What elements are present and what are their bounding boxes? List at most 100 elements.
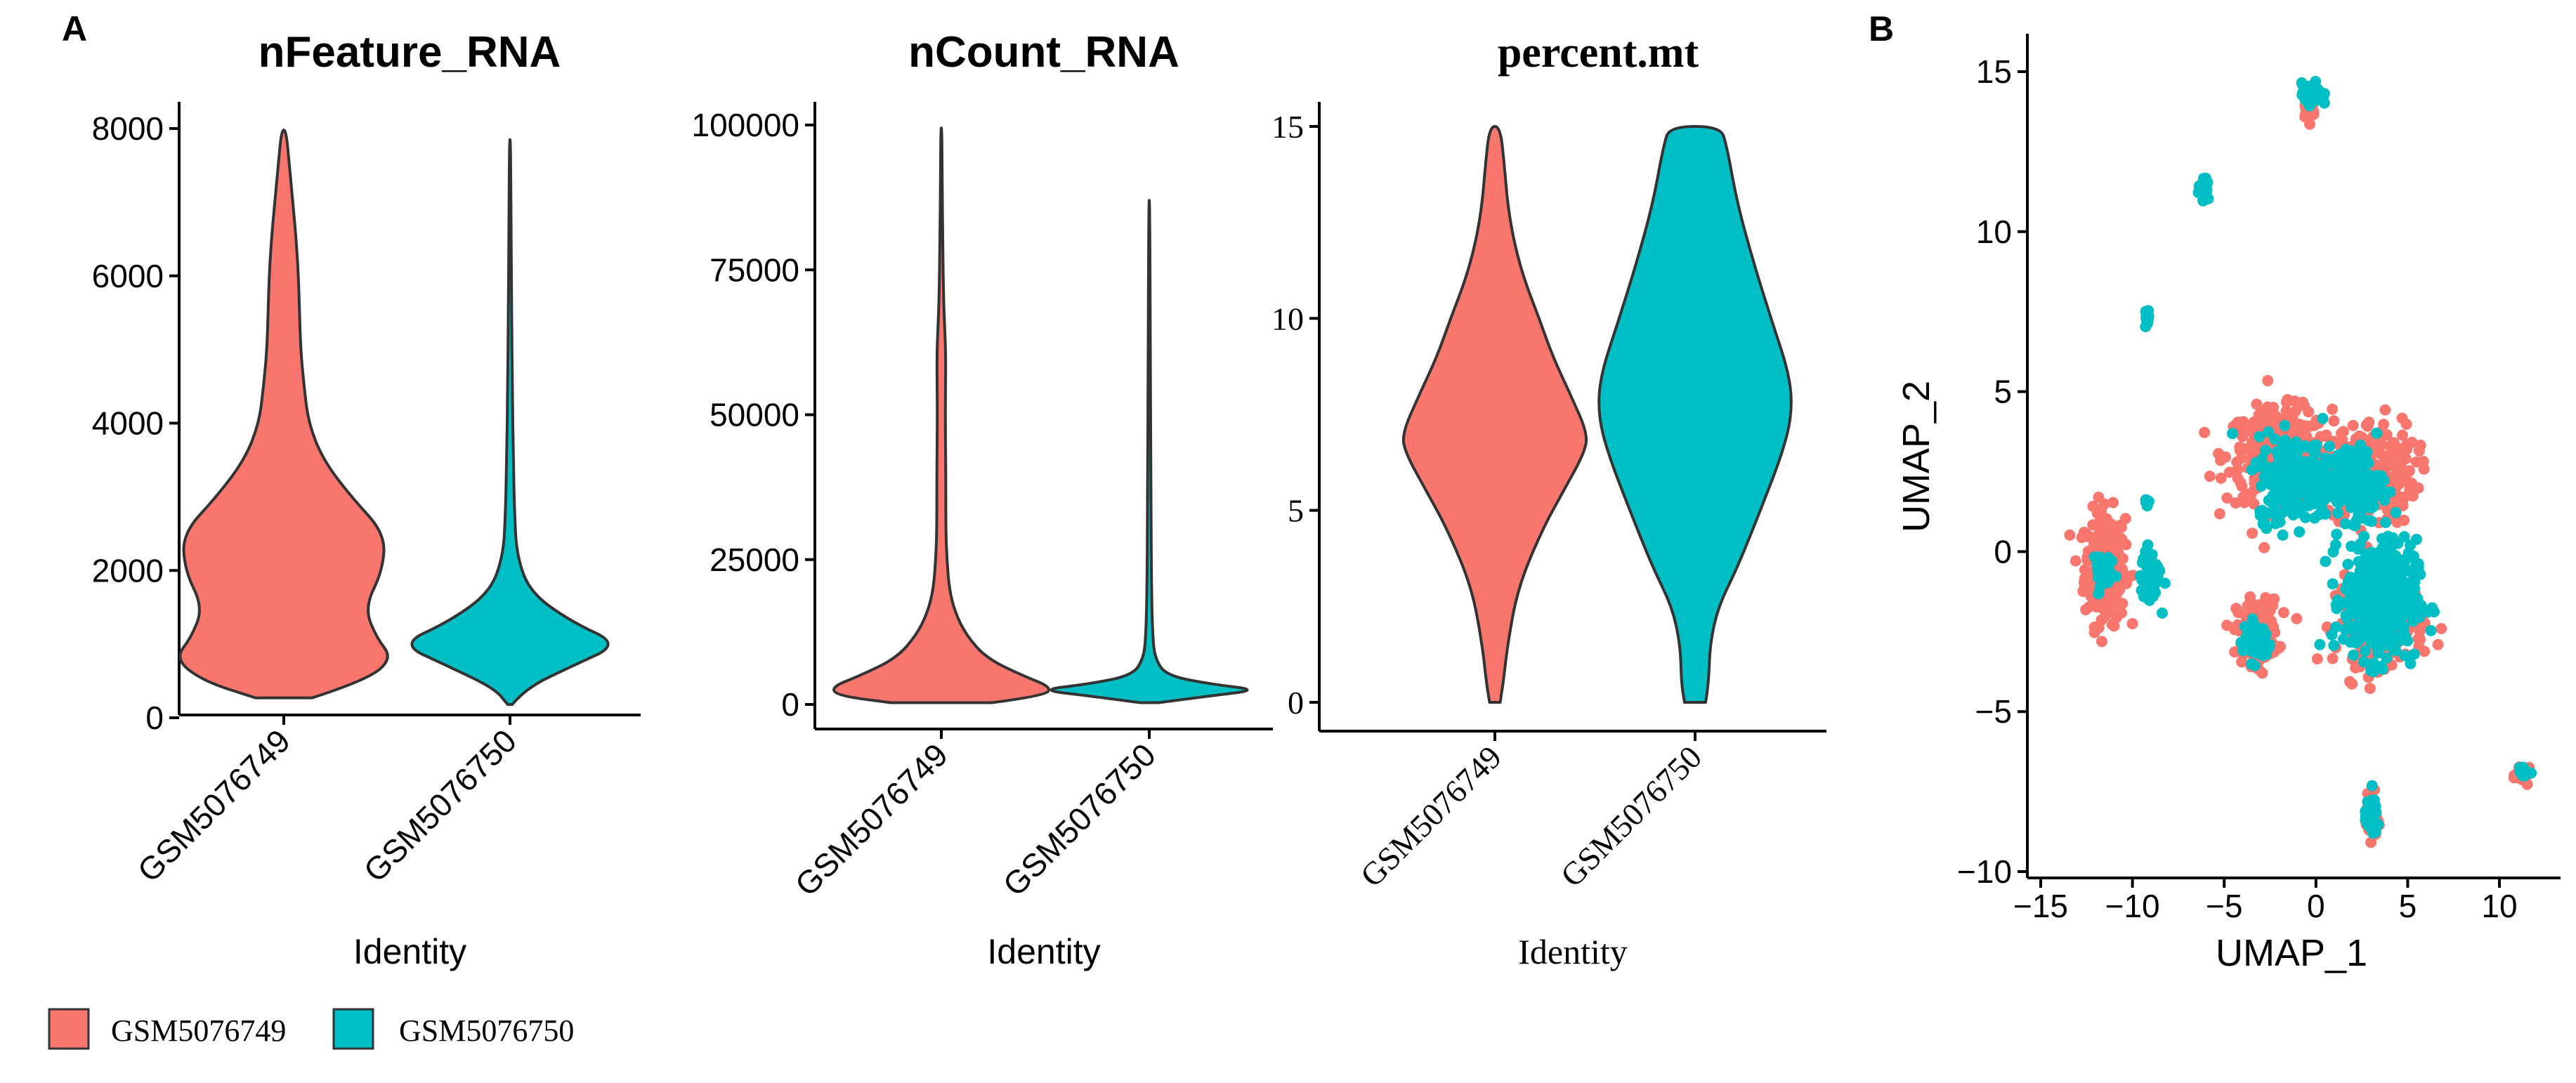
scatter-point (2119, 513, 2131, 525)
scatter-point (2342, 558, 2354, 570)
scatter-point (2064, 529, 2076, 541)
scatter-point (2394, 460, 2405, 472)
scatter-point (2355, 512, 2367, 524)
scatter-point (2337, 634, 2349, 645)
scatter-point (2316, 504, 2328, 516)
legend-label-gsm5076750: GSM5076750 (399, 1013, 574, 1048)
scatter-point (2380, 516, 2391, 528)
scatter-point (2314, 86, 2326, 98)
scatter-point (2390, 506, 2402, 518)
scatter-point (2408, 483, 2420, 495)
scatter-point (2332, 507, 2344, 519)
legend: GSM5076749 GSM5076750 (48, 1008, 574, 1050)
scatter-point (2147, 579, 2159, 591)
x-axis-label: Identity (987, 932, 1100, 971)
scatter-point (2199, 426, 2211, 438)
scatter-point (2411, 534, 2422, 545)
scatter-point (2329, 539, 2341, 551)
scatter-point (2311, 653, 2323, 665)
y-tick-label: 10 (1976, 214, 2012, 250)
scatter-point (2299, 440, 2310, 452)
scatter-point (2372, 647, 2384, 659)
y-tick-label: 75000 (710, 251, 799, 288)
scatter-point (2398, 514, 2410, 526)
scatter-point (2236, 480, 2248, 492)
scatter-point (2378, 475, 2390, 487)
scatter-point (2346, 540, 2358, 552)
scatter-point (2417, 456, 2429, 467)
scatter-point (2328, 415, 2340, 427)
x-tick-label: −10 (2105, 888, 2160, 924)
scatter-point (2386, 451, 2398, 463)
violin-panel-percent-mt: percent.mt 0 5 10 15 GSM5076749 GSM5076750 Iden… (1271, 29, 1826, 971)
scatter-point (2389, 586, 2401, 598)
scatter-point (2092, 530, 2104, 542)
x-axis-label: Identity (1518, 932, 1628, 971)
violin-gsm5076750 (1597, 125, 1793, 704)
scatter-point (2093, 622, 2105, 634)
y-tick-label: 0 (1994, 533, 2012, 570)
scatter-point (2262, 401, 2273, 413)
scatter-point (2382, 530, 2394, 542)
scatter-point (2346, 678, 2358, 690)
scatter-point (2331, 489, 2343, 500)
x-tick-label: GSM5076749 (788, 736, 955, 902)
y-tick-label: −5 (1975, 693, 2012, 730)
scatter-point (2229, 646, 2241, 658)
scatter-point (2369, 560, 2381, 572)
scatter-point (2348, 634, 2360, 646)
scatter-point (2070, 555, 2081, 567)
scatter-point (2414, 439, 2426, 451)
scatter-point (2254, 431, 2266, 442)
scatter-point (2303, 80, 2315, 92)
scatter-point (2425, 624, 2437, 636)
scatter-point (2328, 640, 2340, 651)
y-tick-label: 15 (1976, 53, 2012, 90)
scatter-point (2116, 533, 2128, 545)
scatter-point (2238, 497, 2250, 508)
scatter-point (2525, 767, 2537, 779)
scatter-point (2355, 561, 2367, 573)
y-tick-label: 4000 (92, 405, 164, 442)
x-tick-label: GSM5076750 (996, 736, 1163, 902)
violin-gsm5076749 (178, 129, 389, 700)
scatter-point (2267, 600, 2279, 612)
violin-gsm5076749 (832, 126, 1050, 704)
scatter-point (2263, 426, 2275, 438)
scatter-point (2232, 607, 2244, 618)
scatter-point (2247, 527, 2258, 539)
x-tick-label: −5 (2206, 888, 2242, 924)
scatter-point (2238, 442, 2250, 454)
scatter-point (2223, 466, 2235, 478)
scatter-point (2143, 495, 2155, 507)
scatter-point (2274, 516, 2286, 528)
legend-label-gsm5076749: GSM5076749 (111, 1013, 286, 1048)
scatter-point (2400, 553, 2412, 565)
y-tick-label: 5 (1994, 374, 2012, 410)
scatter-point (2348, 649, 2360, 661)
scatter-point (2397, 565, 2409, 577)
scatter-point (2432, 638, 2444, 650)
legend-swatch-gsm5076749 (48, 1008, 90, 1050)
scatter-point (2365, 836, 2377, 848)
scatter-point (2361, 471, 2373, 483)
scatter-point (2100, 536, 2112, 548)
scatter-point (2391, 574, 2402, 586)
scatter-point (2345, 603, 2357, 615)
scatter-point (2384, 460, 2395, 472)
y-tick-label: 15 (1271, 109, 1304, 145)
scatter-point (2310, 470, 2322, 482)
scatter-point (2371, 427, 2383, 439)
chart-title: percent.mt (1498, 29, 1699, 77)
scatter-point (2381, 618, 2393, 630)
scatter-point (2079, 572, 2091, 584)
violin-panel-ncount: nCount_RNA 0 25000 50000 75000 100000 GSM50767… (692, 28, 1273, 971)
scatter-point (2361, 446, 2373, 458)
scatter-point (2099, 569, 2111, 581)
scatter-point (2236, 656, 2248, 668)
scatter-point (2260, 445, 2271, 457)
scatter-point (2256, 642, 2268, 654)
x-tick-label: 0 (2307, 888, 2325, 924)
scatter-point (2308, 419, 2320, 431)
